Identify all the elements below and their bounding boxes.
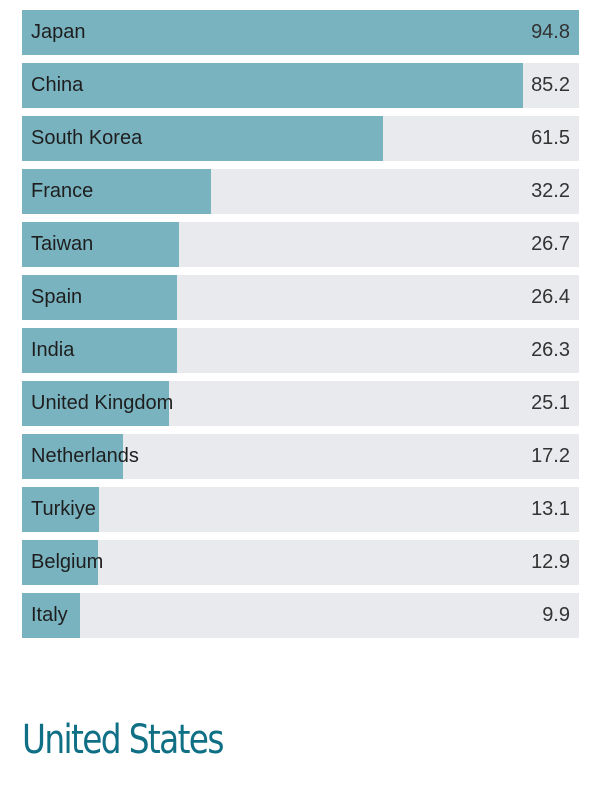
value-label: 26.7 bbox=[531, 233, 570, 255]
category-label: Spain bbox=[31, 286, 83, 308]
value-label: 17.2 bbox=[531, 445, 570, 467]
category-label: South Korea bbox=[31, 127, 143, 149]
bar-row-turkiye: Turkiye 13.1 bbox=[22, 487, 579, 532]
bar bbox=[22, 328, 177, 373]
category-label: Belgium bbox=[31, 551, 104, 573]
bar bbox=[22, 540, 98, 585]
bar-row-china: China 85.2 bbox=[22, 63, 579, 108]
value-label: 12.9 bbox=[531, 551, 570, 573]
value-label: 94.8 bbox=[531, 21, 570, 43]
bar bbox=[22, 487, 99, 532]
bar-row-belgium: Belgium 12.9 bbox=[22, 540, 579, 585]
bar-row-netherlands: Netherlands 17.2 bbox=[22, 434, 579, 479]
bar-chart: Japan 94.8 China 85.2 South Korea 61.5 France 3… bbox=[22, 10, 579, 646]
bar bbox=[22, 434, 124, 479]
category-label: Japan bbox=[31, 21, 86, 43]
bar-row-united-kingdom: United Kingdom 25.1 bbox=[22, 381, 579, 426]
bar bbox=[22, 169, 212, 214]
bar bbox=[22, 275, 178, 320]
section-heading-united-states: United States bbox=[22, 717, 224, 763]
value-label: 9.9 bbox=[542, 604, 570, 626]
value-label: 26.3 bbox=[531, 339, 570, 361]
bar bbox=[22, 63, 523, 108]
category-label: India bbox=[31, 339, 75, 361]
category-label: France bbox=[31, 180, 94, 202]
bar bbox=[22, 10, 579, 55]
bar-row-japan: Japan 94.8 bbox=[22, 10, 579, 55]
value-label: 85.2 bbox=[531, 74, 570, 96]
value-label: 25.1 bbox=[531, 392, 570, 414]
value-label: 61.5 bbox=[531, 127, 570, 149]
bar bbox=[22, 381, 170, 426]
category-label: United Kingdom bbox=[31, 392, 174, 414]
category-label: Taiwan bbox=[31, 233, 94, 255]
value-label: 26.4 bbox=[531, 286, 570, 308]
category-label: Italy bbox=[31, 604, 68, 626]
bar-row-taiwan: Taiwan 26.7 bbox=[22, 222, 579, 267]
bar bbox=[22, 222, 179, 267]
category-label: China bbox=[31, 74, 84, 96]
bar-row-spain: Spain 26.4 bbox=[22, 275, 579, 320]
bar-row-france: France 32.2 bbox=[22, 169, 579, 214]
bar-row-italy: Italy 9.9 bbox=[22, 593, 579, 638]
bar-row-south-korea: South Korea 61.5 bbox=[22, 116, 579, 161]
bar bbox=[22, 116, 384, 161]
bar-row-india: India 26.3 bbox=[22, 328, 579, 373]
value-label: 32.2 bbox=[531, 180, 570, 202]
category-label: Netherlands bbox=[31, 445, 139, 467]
bar bbox=[22, 593, 81, 638]
category-label: Turkiye bbox=[31, 498, 96, 520]
value-label: 13.1 bbox=[531, 498, 570, 520]
